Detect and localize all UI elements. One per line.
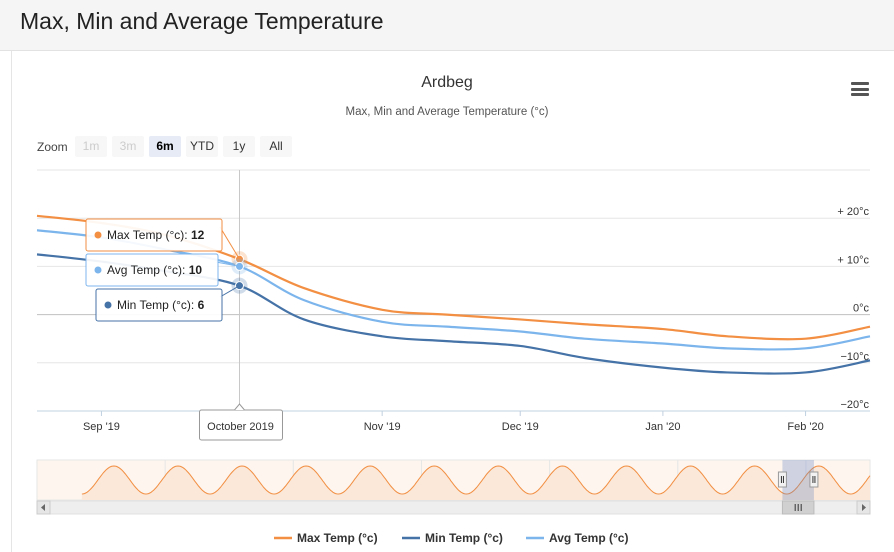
page-header: Max, Min and Average Temperature: [0, 0, 894, 51]
zoom-button-6m[interactable]: 6m: [149, 136, 181, 157]
zoom-button-3m[interactable]: 3m: [112, 136, 144, 157]
legend-item-label[interactable]: Max Temp (°c): [297, 531, 378, 545]
scroll-right-arrow-icon: [862, 504, 866, 511]
min-temp-tooltip-text: Min Temp (°c): 6: [117, 298, 205, 312]
navigator-handle-left[interactable]: [777, 471, 787, 488]
x-tick-label: Nov '19: [364, 421, 401, 433]
x-tick-label: Dec '19: [502, 421, 539, 433]
max-temp-tooltip-connector: [219, 226, 240, 260]
zoom-button-all[interactable]: All: [260, 136, 292, 157]
min-temp-tooltip-box: [95, 288, 223, 322]
zoom-button-1y[interactable]: 1y: [223, 136, 255, 157]
zoom-label: Zoom: [37, 140, 68, 154]
scroll-left-arrow-icon: [41, 504, 45, 511]
page-title: Max, Min and Average Temperature: [20, 8, 384, 34]
navigator-selection: [782, 460, 814, 500]
avg-temp-tooltip-connector: [215, 261, 240, 267]
max-temp-tooltip-dot: [94, 231, 102, 239]
context-menu-icon[interactable]: [851, 82, 869, 96]
y-tick-label: −10°c: [840, 351, 869, 363]
avg-temp-tooltip-box: [85, 253, 219, 287]
y-tick-label: + 20°c: [837, 206, 869, 218]
zoom-button-1m[interactable]: 1m: [75, 136, 107, 157]
navigator-handle-right[interactable]: [809, 471, 819, 488]
avg-temp-tooltip-dot: [94, 266, 102, 274]
date-tooltip-arrow: [234, 403, 245, 411]
y-tick-label: −20°c: [840, 399, 869, 411]
x-tick-label: Feb '20: [787, 421, 823, 433]
y-tick-label: 0°c: [853, 303, 870, 315]
zoom-button-ytd[interactable]: YTD: [186, 136, 218, 157]
x-tick-label: Sep '19: [83, 421, 120, 433]
y-tick-label: + 10°c: [837, 254, 869, 266]
avg-temp-tooltip-text: Avg Temp (°c): 10: [107, 263, 202, 277]
scrollbar-track[interactable]: [36, 500, 871, 515]
x-tick-label: Jan '20: [645, 421, 680, 433]
min-temp-tooltip-dot: [104, 301, 112, 309]
date-tooltip-text: October 2019: [207, 421, 274, 433]
min-temp-tooltip-connector: [219, 285, 240, 298]
max-temp-tooltip-text: Max Temp (°c): 12: [107, 228, 205, 242]
max-temp-tooltip-box: [85, 218, 223, 252]
navigator-series-line: [81, 465, 871, 495]
chart-subtitle: Max, Min and Average Temperature (°c): [345, 106, 549, 118]
legend-item-label[interactable]: Avg Temp (°c): [549, 531, 628, 545]
legend-item-label[interactable]: Min Temp (°c): [425, 531, 503, 545]
navigator-area: [81, 466, 871, 500]
chart-title: Ardbeg: [421, 74, 473, 91]
